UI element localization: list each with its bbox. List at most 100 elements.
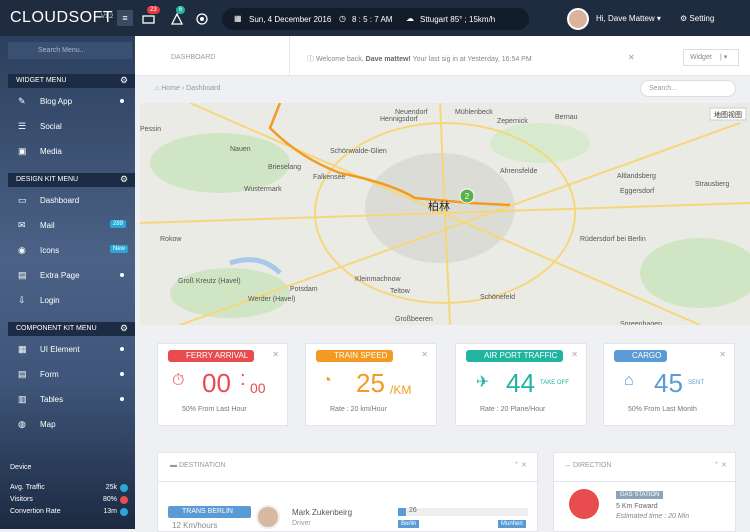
card-label: TRAIN SPEED <box>316 350 394 362</box>
title: DESTINATION <box>178 462 226 469</box>
badge: 23 <box>147 6 160 14</box>
role: Driver <box>292 520 311 527</box>
card-value: 25 <box>356 368 385 398</box>
widget-label: Widget <box>690 54 712 61</box>
map-label: Spreenhagen <box>620 321 662 325</box>
date: Sun, 4 December 2016 <box>249 15 332 24</box>
gas-icon <box>569 489 599 519</box>
menu-icon: ▦ <box>18 344 27 354</box>
crumb: Dashboard <box>186 85 221 92</box>
card-icon: ⌂ <box>624 372 634 389</box>
city-label: 柏林 <box>428 199 450 213</box>
card-close[interactable]: ✕ <box>719 350 726 359</box>
menu-item[interactable]: Icons <box>40 246 60 255</box>
map-label: Schönefeld <box>480 294 515 301</box>
map-label: Ahrensfelde <box>500 168 537 175</box>
menu-item[interactable]: UI Element <box>40 345 80 354</box>
welcome-text: Welcome back, <box>315 56 364 63</box>
map-label: Zepernick <box>497 118 528 125</box>
stat-card: TRAIN SPEED ✕ ◔ 25/KM Rate : 20 km/Hour <box>305 343 437 426</box>
speed: 12 Km/hours <box>172 521 218 530</box>
badge: 6 <box>176 6 186 14</box>
tag: GAS STATION <box>616 491 664 499</box>
status-pill: ▦ Sun, 4 December 2016 ◷ 8 : 5 : 7 AM ☁ Stt… <box>222 8 529 30</box>
menu-dot <box>120 397 124 401</box>
menu-dot <box>120 347 124 351</box>
menu-item[interactable]: Dashboard <box>40 196 80 205</box>
device-value: 80% <box>102 496 117 503</box>
card-foot: Rate : 20 km/Hour <box>330 406 387 413</box>
map-marker[interactable]: 2 <box>465 192 470 201</box>
menu-icon: ▤ <box>18 369 27 379</box>
card-foot: 50% From Last Hour <box>182 406 247 413</box>
search[interactable]: Search... <box>640 80 736 97</box>
menu-item[interactable]: Form <box>40 370 59 379</box>
menu-item[interactable]: Tables <box>40 395 64 404</box>
map-label: Großbeeren <box>395 316 433 323</box>
card-icon: ◔ <box>322 372 332 389</box>
version: V1.2 <box>101 14 114 20</box>
map-view-button[interactable]: 地图视图 <box>714 110 742 119</box>
device-label: Convertion Rate <box>10 508 61 515</box>
device-dot <box>120 508 128 516</box>
destination-panel: ▬ DESTINATION ⌃ ✕ TRANS BERLIN 12 Km/hou… <box>157 452 539 532</box>
map-label: Groß Kreutz (Havel) <box>178 278 241 285</box>
card-value: 45 <box>654 368 683 398</box>
map-label: Bernau <box>555 114 578 121</box>
card-close[interactable]: ✕ <box>421 350 428 359</box>
panel-title: ↔ DIRECTION <box>564 462 612 469</box>
map-label: Hennigsdorf <box>380 116 418 123</box>
avatar[interactable] <box>567 8 589 30</box>
widget-button[interactable]: Widget | ▾ <box>683 49 739 66</box>
map-label: Pessin <box>140 126 161 133</box>
map-label: Nauen <box>230 146 251 153</box>
menu-item[interactable]: Login <box>40 296 60 305</box>
title: DIRECTION <box>572 462 612 469</box>
menu-item[interactable]: Social <box>40 122 62 131</box>
card-close[interactable]: ✕ <box>571 350 578 359</box>
stat-card: AIR PORT TRAFFIC ✕ ✈ 44 TAKE OFF Rate : 20 Pl… <box>455 343 587 426</box>
menu-item[interactable]: Media <box>40 147 62 156</box>
tag: TRANS BERLIN <box>168 506 251 518</box>
user-name[interactable]: Hi, Dave Mattew ▾ <box>596 14 661 23</box>
menu-icon: ▤ <box>18 270 27 280</box>
page-title: DASHBOARD <box>171 54 216 61</box>
section-header: DESIGN KIT MENU <box>8 173 135 187</box>
distance: 5 Km Foward <box>616 503 658 510</box>
map-label: Potsdam <box>290 286 318 293</box>
device-value: 13m <box>103 508 117 515</box>
section-header: WIDGET MENU <box>8 74 135 88</box>
section-header: COMPONENT KIT MENU <box>8 322 135 336</box>
menu-item[interactable]: Map <box>40 420 56 429</box>
logo: CLOUDSOFT <box>10 9 114 26</box>
map[interactable]: 地图视图 柏林 2 Pessin Nauen Brieselang Falkensee… <box>140 103 750 325</box>
device-dot <box>120 496 128 504</box>
menu-item[interactable]: Extra Page <box>40 271 80 280</box>
direction-panel: ↔ DIRECTION ⌃ ✕ GAS STATION 5 Km Foward … <box>553 452 737 532</box>
menu-item[interactable]: Blog App <box>40 97 73 106</box>
menu-badge: New <box>110 245 129 253</box>
device-label: Avg. Traffic <box>10 484 45 491</box>
map-label: Eggersdorf <box>620 188 654 195</box>
card-sep: : <box>240 368 246 390</box>
menu-button[interactable]: ≡ <box>117 10 133 26</box>
header: DASHBOARD ⓘ Welcome back, Dave mattew! Y… <box>135 36 750 76</box>
breadcrumb: ⌂ Home › Dashboard <box>155 85 221 92</box>
card-close[interactable]: ✕ <box>272 350 279 359</box>
welcome-text: Your last sig in at Yesterday, 16:54 PM <box>412 56 532 63</box>
map-label: Strausberg <box>695 181 729 188</box>
menu-item[interactable]: Mail <box>40 221 55 230</box>
card-value: 44 <box>506 368 535 398</box>
map-label: Wustermark <box>244 186 282 193</box>
map-label: Kleinmachnow <box>355 276 401 283</box>
menu-search[interactable]: Search Menu... <box>8 42 132 59</box>
crumb[interactable]: Home <box>161 85 180 92</box>
section-gear: ⚙ <box>120 323 129 333</box>
card-label: CARGO <box>614 350 668 362</box>
menu-icon: ▣ <box>18 146 27 156</box>
progress-track <box>398 508 528 516</box>
setting[interactable]: ⚙ Setting <box>680 14 715 23</box>
map-label: Altlandsberg <box>617 173 656 180</box>
eta: Estimated time : 20 Min <box>616 513 690 520</box>
welcome: ⓘ Welcome back, Dave mattew! Your last s… <box>307 56 532 63</box>
